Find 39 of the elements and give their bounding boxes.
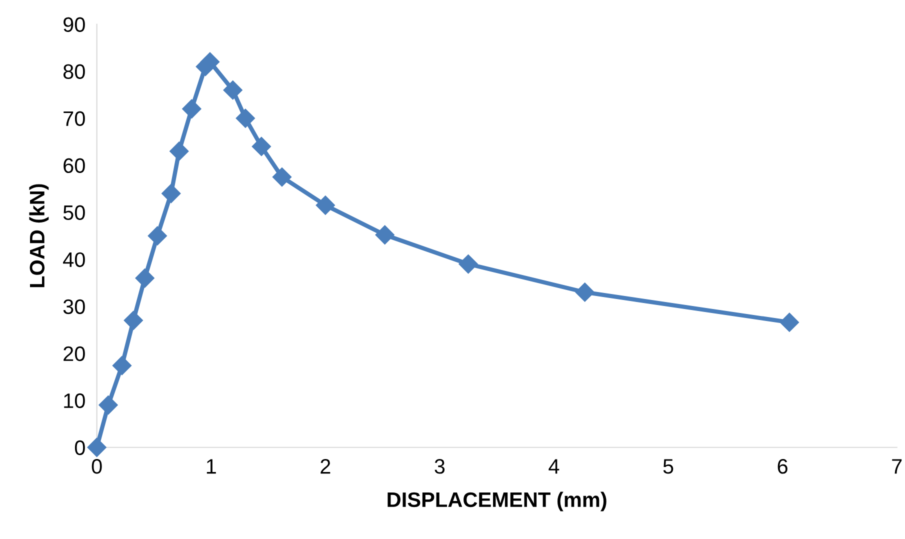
y-tick-label: 40 (63, 252, 85, 268)
x-tick-label: 3 (434, 459, 445, 474)
point (780, 312, 799, 332)
point (316, 196, 335, 215)
x-tick-label: 0 (92, 459, 102, 474)
y-tick-label: 10 (64, 393, 85, 408)
point (135, 268, 154, 288)
x-tick-label: 6 (778, 459, 788, 474)
y-tick-label: 0 (74, 440, 85, 456)
point (236, 108, 255, 128)
x-axis-title: DISPLACEMENT (mm) (388, 492, 606, 512)
point (223, 80, 242, 100)
x-tick-label: 7 (892, 459, 902, 474)
point (375, 225, 394, 244)
point (458, 254, 478, 274)
y-tick-label: 70 (64, 111, 85, 126)
point (162, 184, 181, 204)
y-tick-label: 80 (63, 64, 85, 80)
point (87, 438, 106, 457)
point (575, 282, 594, 302)
x-tick-label: 1 (206, 459, 216, 474)
point (252, 136, 271, 156)
point (272, 168, 292, 187)
point (200, 52, 220, 72)
point (182, 99, 202, 118)
y-tick-label: 30 (63, 299, 85, 314)
point (124, 310, 143, 330)
x-tick-label: 2 (320, 459, 330, 474)
y-tick-label: 90 (64, 17, 85, 32)
y-tick-label: 20 (64, 346, 85, 362)
y-tick-label: 60 (64, 158, 85, 174)
x-tick-label: 4 (548, 459, 560, 474)
point (148, 226, 167, 246)
point (112, 356, 132, 376)
y-axis-title: LOAD (kN) (29, 184, 49, 288)
point (170, 142, 189, 161)
x-tick-label: 5 (663, 459, 674, 474)
point (98, 396, 118, 415)
y-tick-label: 50 (63, 205, 85, 220)
